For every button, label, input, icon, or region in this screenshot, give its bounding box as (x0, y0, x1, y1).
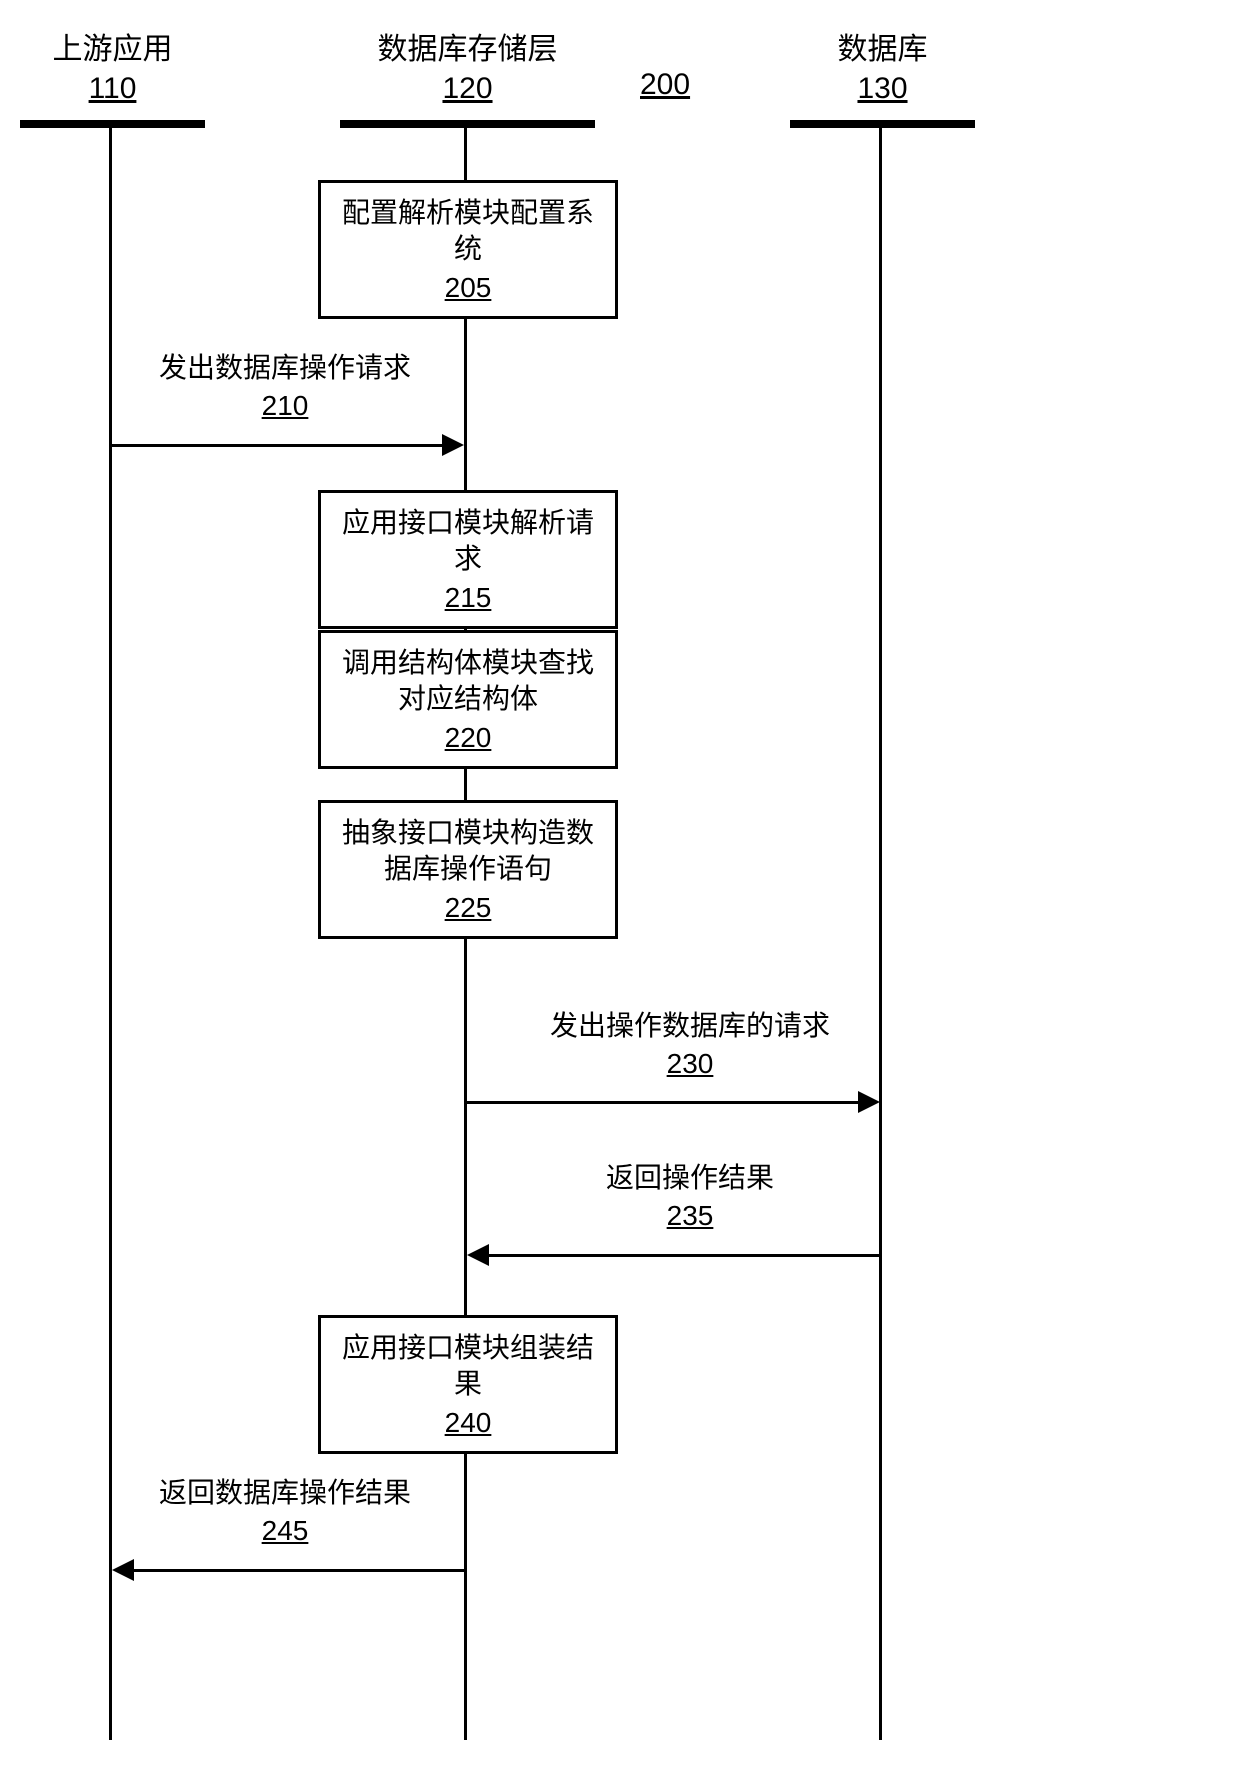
box-number: 225 (445, 890, 492, 926)
msg-number: 210 (262, 388, 309, 424)
arrow-icon (467, 1244, 489, 1266)
msg-label-235: 返回操作结果 235 (570, 1160, 810, 1235)
lifeline-database (879, 128, 882, 1740)
lifeline-number: 120 (442, 69, 492, 108)
msg-number: 230 (667, 1046, 714, 1082)
box-215: 应用接口模块解析请求 215 (318, 490, 618, 629)
msg-text: 返回数据库操作结果 (135, 1475, 435, 1511)
lifeline-header-upstream: 上游应用 110 (20, 30, 205, 108)
msg-label-230: 发出操作数据库的请求 230 (530, 1008, 850, 1083)
lifeline-upstream (109, 128, 112, 1740)
box-text: 应用接口模块解析请求 (331, 505, 605, 578)
header-bar-upstream (20, 120, 205, 128)
figure-number: 200 (640, 68, 690, 102)
msg-number: 245 (262, 1513, 309, 1549)
arrow-icon (442, 434, 464, 456)
box-220: 调用结构体模块查找对应结构体 220 (318, 630, 618, 769)
msg-label-245: 返回数据库操作结果 245 (135, 1475, 435, 1550)
msg-text: 发出数据库操作请求 (135, 350, 435, 386)
lifeline-number: 110 (89, 69, 137, 108)
msg-line-235 (482, 1254, 880, 1257)
box-number: 215 (445, 580, 492, 616)
box-205: 配置解析模块配置系统 205 (318, 180, 618, 319)
msg-number: 235 (667, 1198, 714, 1234)
lifeline-header-database: 数据库 130 (790, 30, 975, 108)
box-number: 240 (445, 1405, 492, 1441)
msg-label-210: 发出数据库操作请求 210 (135, 350, 435, 425)
header-bar-storage (340, 120, 595, 128)
msg-text: 发出操作数据库的请求 (530, 1008, 850, 1044)
msg-text: 返回操作结果 (570, 1160, 810, 1196)
box-number: 220 (445, 720, 492, 756)
box-text: 调用结构体模块查找对应结构体 (331, 645, 605, 718)
box-text: 抽象接口模块构造数据库操作语句 (331, 815, 605, 888)
lifeline-number: 130 (857, 69, 907, 108)
box-number: 205 (445, 270, 492, 306)
sequence-diagram: 200 上游应用 110 数据库存储层 120 数据库 130 配置解析模块配置… (0, 0, 1240, 1781)
lifeline-name: 数据库存储层 (340, 30, 595, 69)
msg-line-210 (112, 444, 452, 447)
box-240: 应用接口模块组装结果 240 (318, 1315, 618, 1454)
lifeline-name: 上游应用 (20, 30, 205, 69)
arrow-icon (858, 1091, 880, 1113)
header-bar-database (790, 120, 975, 128)
msg-line-230 (467, 1101, 867, 1104)
box-text: 配置解析模块配置系统 (331, 195, 605, 268)
arrow-icon (112, 1559, 134, 1581)
lifeline-name: 数据库 (790, 30, 975, 69)
box-225: 抽象接口模块构造数据库操作语句 225 (318, 800, 618, 939)
box-text: 应用接口模块组装结果 (331, 1330, 605, 1403)
lifeline-header-storage: 数据库存储层 120 (340, 30, 595, 108)
msg-line-245 (127, 1569, 464, 1572)
